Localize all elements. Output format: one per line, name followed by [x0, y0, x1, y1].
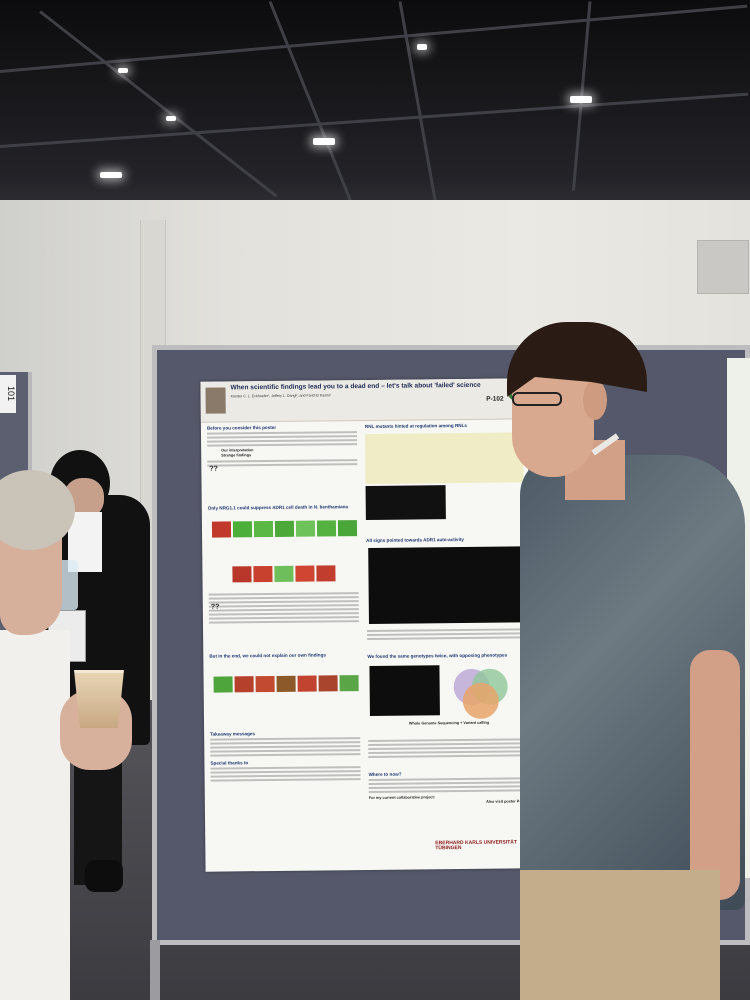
poster-code: P-102 — [486, 395, 504, 403]
rnl-diagram — [364, 432, 524, 485]
ceiling-beam — [0, 4, 748, 73]
leaf-image-row — [213, 675, 359, 693]
intro-heading: Before you consider this poster — [206, 424, 277, 431]
end-heading: But in the end, we could not explain our… — [209, 652, 326, 659]
scientific-poster: When scientific findings lead you to a d… — [200, 378, 533, 872]
rnl-section: RNL mutants hinted at regulation among R… — [365, 422, 523, 429]
author-photo — [205, 387, 226, 414]
venn-diagram — [453, 668, 508, 719]
ceiling-light — [570, 96, 592, 103]
phenotypes-section: We found the same genotypes twice, with … — [367, 652, 525, 659]
presenter-ear — [583, 380, 607, 420]
wall-vent — [697, 240, 749, 294]
attendee-shoe — [85, 860, 123, 892]
end-section: But in the end, we could not explain our… — [209, 652, 359, 659]
strange-findings: Strange findings — [221, 453, 252, 458]
question-marks: ?? — [210, 603, 220, 611]
ceiling-light — [166, 116, 176, 121]
ceiling-light — [313, 138, 335, 145]
nrg1-heading: Only NRG1.1 could suppress ADR1 cell dea… — [207, 504, 349, 511]
nrg1-notes — [208, 590, 359, 626]
ceiling-light — [100, 172, 122, 178]
autoactivity-notes — [367, 626, 526, 642]
rnl-heading: RNL mutants hinted at regulation among R… — [364, 422, 467, 430]
nrg1-section: Only NRG1.1 could suppress ADR1 cell dea… — [207, 504, 358, 511]
phenotype-image — [369, 665, 440, 716]
ceiling-light — [417, 44, 427, 50]
next-section: Where to now? For my current collaborati… — [369, 770, 527, 806]
plant-image-black — [365, 485, 446, 521]
board-leg — [150, 940, 160, 1000]
results-notes — [368, 736, 527, 760]
next-heading: Where to now? — [368, 771, 402, 777]
presenter-glasses — [512, 392, 562, 406]
woman-shirt — [0, 630, 70, 1000]
board-number-sign: 101 — [0, 375, 16, 413]
wgs-label: Whole Genome Sequencing + Variant callin… — [408, 720, 490, 726]
leaf-image-row — [211, 520, 358, 538]
poster-header: When scientific findings lead you to a d… — [200, 378, 528, 423]
woman-hair — [0, 470, 75, 550]
thanks-heading: Special thanks to — [210, 760, 249, 766]
poster-title: When scientific findings lead you to a d… — [230, 381, 481, 392]
takeaway-section: Takeaway messages Special thanks to — [210, 730, 361, 784]
ceiling-light — [118, 68, 128, 73]
university-name: EBERHARD KARLS UNIVERSITÄT TÜBINGEN — [435, 839, 517, 852]
paper-cup — [74, 670, 124, 728]
autoactivity-section: All signs pointed towards ADR1 auto-acti… — [366, 536, 524, 543]
ceiling-beam — [39, 10, 278, 198]
question-marks: ?? — [209, 465, 218, 473]
presenter-arm — [690, 650, 740, 900]
takeaway-heading: Takeaway messages — [210, 731, 256, 737]
phenotypes-heading: We found the same genotypes twice, with … — [367, 652, 508, 659]
ceiling-beam — [0, 92, 749, 148]
intro-section: Before you consider this poster Our inte… — [206, 424, 358, 469]
presenter-face — [512, 365, 594, 477]
leaf-image-row — [232, 565, 336, 583]
poster-authors: Kander C. L. Eckhoefer¹, Jeffery L. Dang… — [230, 393, 332, 399]
autoactivity-heading: All signs pointed towards ADR1 auto-acti… — [366, 536, 464, 543]
plant-grid-image — [368, 546, 521, 624]
presenter-pants — [520, 870, 720, 1000]
